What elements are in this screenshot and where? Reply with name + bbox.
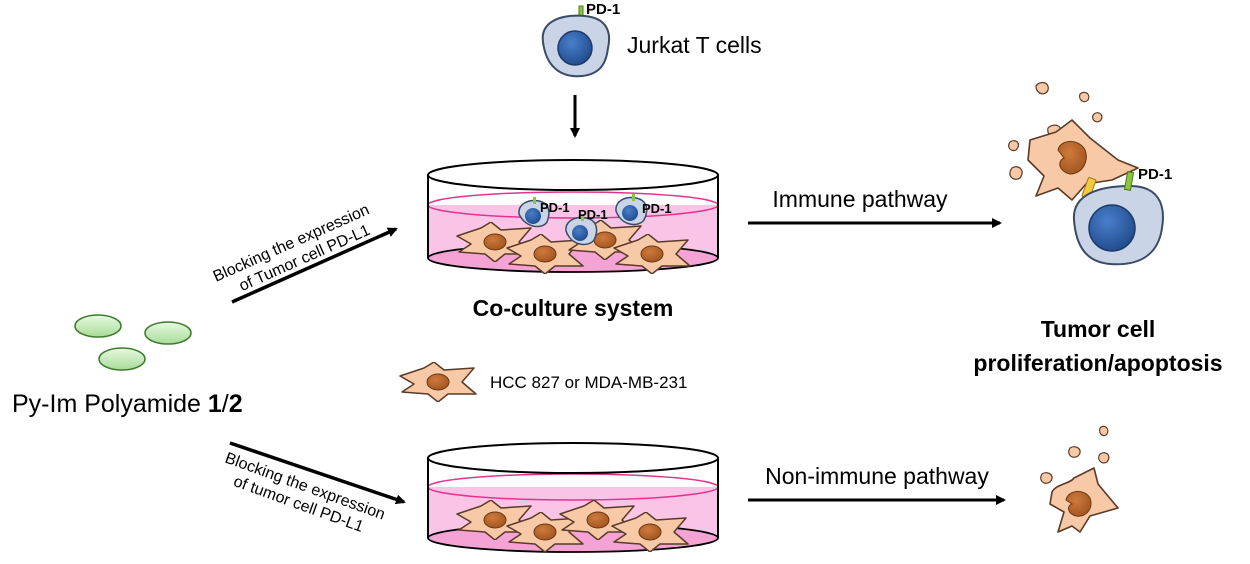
pd1-label-dish-3: PD-1 [642,201,672,216]
polyamide-icon [74,314,122,338]
blocking-lower-label: Blocking the expression of tumor cell PD… [223,450,388,536]
dish-t-cell-3: PD-1 [615,194,672,226]
arrow-polyamide-to-monoculture [229,441,406,505]
coculture-dish: PD-1 PD-1 PD-1 [427,159,719,274]
jurkat-label: Jurkat T cells [627,32,762,58]
polyamide-molecules [74,314,192,371]
pd1-label-right: PD-1 [1138,166,1172,183]
dish-rim [427,159,719,191]
pd1-label-top: PD-1 [586,1,620,18]
tumor-outcome-line1: Tumor cell [1041,316,1156,342]
jurkat-t-cell: PD-1 Jurkat T cells [541,1,762,78]
dish-t-cell-2: PD-1 [565,207,608,246]
monoculture-dish [427,442,719,553]
tumor-cell-legend-icon [399,362,477,402]
pd1-receptor-icon [1123,171,1135,191]
tumor-t-cell-interaction: PD-1 [1008,81,1172,266]
arrow-polyamide-to-coculture [231,227,398,304]
dish-rim [427,442,719,474]
t-cell-nucleus-icon [557,30,593,66]
cell-line-label: HCC 827 or MDA-MB-231 [490,373,687,392]
compound-label: Py-Im Polyamide 1/2 [12,390,243,418]
pd1-label-dish-1: PD-1 [540,200,570,215]
coculture-label: Co-culture system [473,295,674,321]
non-immune-pathway-label: Non-immune pathway [765,463,989,489]
blocking-upper-label: Blocking the expression of Tumor cell PD… [211,201,373,294]
immune-pathway-label: Immune pathway [772,186,948,212]
polyamide-icon [98,347,146,371]
cell-line-legend: HCC 827 or MDA-MB-231 [399,362,687,402]
damaged-tumor-cell-lower [1040,425,1119,533]
dish-t-cell-1: PD-1 [518,197,570,228]
tumor-outcome-line2: proliferation/apoptosis [973,350,1222,376]
polyamide-icon [144,321,192,345]
pd1-label-dish-2: PD-1 [578,207,608,222]
t-cell-nucleus-icon [1088,204,1136,252]
